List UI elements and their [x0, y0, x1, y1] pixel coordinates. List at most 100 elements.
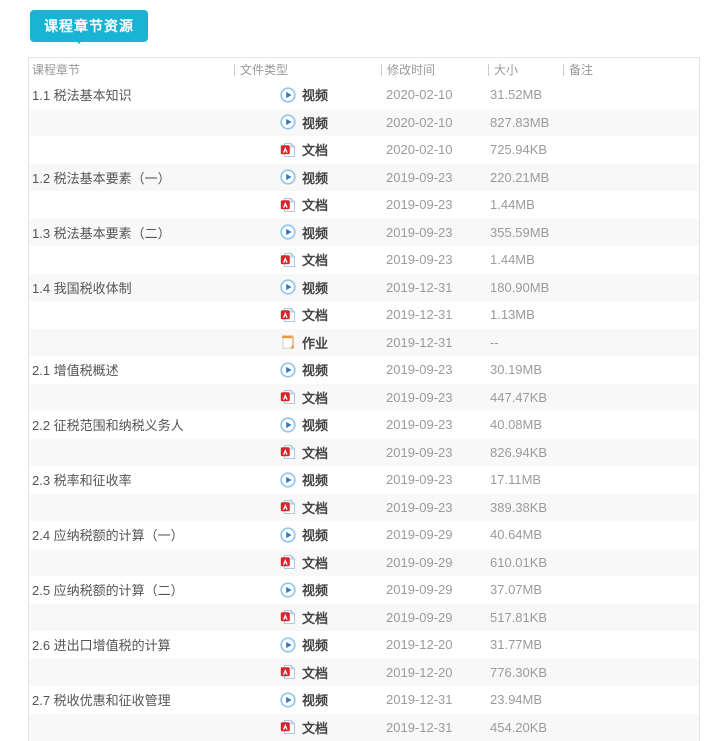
file-type-cell[interactable]: 文档 — [234, 136, 381, 164]
file-type-label: 文档 — [302, 143, 329, 159]
table-row: 2.7 税收优惠和征收管理 视频 2019-12-31 23.94MB — [29, 686, 699, 714]
file-type-cell[interactable]: 文档 — [234, 191, 381, 219]
modified-date-cell: 2019-12-20 — [386, 637, 453, 653]
modified-date-cell: 2019-09-29 — [386, 609, 453, 625]
file-type-cell[interactable]: 文档 — [234, 604, 381, 632]
chapter-cell — [29, 659, 234, 687]
file-size-cell: 827.83MB — [490, 114, 550, 130]
file-type-cell[interactable]: 视频 — [234, 109, 381, 137]
modified-date-cell: 2019-09-29 — [386, 554, 453, 570]
file-type-cell[interactable]: 视频 — [234, 274, 381, 302]
file-type-label: 文档 — [302, 665, 329, 681]
note-cell — [563, 576, 699, 604]
video-play-icon — [280, 169, 296, 185]
table-row: 文档 2019-09-29 610.01KB — [29, 548, 699, 577]
note-cell — [563, 356, 699, 384]
file-type-cell[interactable]: 视频 — [234, 81, 381, 109]
table-row: 文档 2019-09-23 447.47KB — [29, 383, 699, 412]
note-cell — [563, 81, 699, 109]
chapter-title: 2.2 征税范围和纳税义务人 — [32, 418, 184, 434]
file-type-cell[interactable]: 视频 — [234, 576, 381, 604]
file-type-cell[interactable]: 视频 — [234, 356, 381, 384]
column-divider — [381, 63, 382, 76]
file-size-cell: 447.47KB — [490, 389, 548, 405]
file-type-cell[interactable]: 文档 — [234, 549, 381, 577]
file-type-label: 视频 — [302, 280, 329, 296]
modified-date-cell: 2019-12-31 — [386, 279, 453, 295]
modified-date-cell: 2019-09-23 — [386, 252, 453, 268]
file-type-cell[interactable]: 作业 — [234, 329, 381, 357]
file-type-label: 视频 — [302, 170, 329, 186]
video-play-icon — [280, 692, 296, 708]
chapter-title: 2.6 进出口增值税的计算 — [32, 638, 171, 654]
chapter-cell — [29, 714, 234, 741]
table-row: 文档 2019-09-23 1.44MB — [29, 191, 699, 219]
table-row: 2.4 应纳税额的计算（一） 视频 2019-09-29 40.64MB — [29, 521, 699, 549]
file-type-cell[interactable]: 视频 — [234, 466, 381, 494]
file-type-cell[interactable]: 文档 — [234, 714, 381, 741]
chapter-cell: 1.3 税法基本要素（二） — [29, 219, 234, 247]
note-cell — [563, 604, 699, 632]
chapter-cell: 2.1 增值税概述 — [29, 356, 234, 384]
table-row: 2.6 进出口增值税的计算 视频 2019-12-20 31.77MB — [29, 631, 699, 659]
pdf-document-icon — [280, 389, 296, 405]
chapter-title: 2.5 应纳税额的计算（二） — [32, 583, 184, 599]
pdf-document-icon — [280, 499, 296, 515]
note-cell — [563, 549, 699, 577]
note-cell — [563, 164, 699, 192]
modified-date-cell: 2019-12-31 — [386, 692, 453, 708]
chapter-cell — [29, 494, 234, 522]
file-type-cell[interactable]: 视频 — [234, 411, 381, 439]
video-play-icon — [280, 582, 296, 598]
table-row: 1.1 税法基本知识 视频 2020-02-10 31.52MB — [29, 81, 699, 109]
file-size-cell: 454.20KB — [490, 719, 548, 735]
chapter-cell: 1.4 我国税收体制 — [29, 274, 234, 302]
file-size-cell: 610.01KB — [490, 554, 548, 570]
modified-date-cell: 2019-12-31 — [386, 719, 453, 735]
modified-date-cell: 2019-09-23 — [386, 362, 453, 378]
modified-date-cell: 2019-12-31 — [386, 334, 453, 350]
pdf-document-icon — [280, 252, 296, 268]
tab-course-chapter-resources[interactable]: 课程章节资源 — [30, 10, 148, 42]
file-type-cell[interactable]: 文档 — [234, 384, 381, 412]
file-type-cell[interactable]: 视频 — [234, 631, 381, 659]
file-type-cell[interactable]: 文档 — [234, 494, 381, 522]
note-cell — [563, 191, 699, 219]
video-play-icon — [280, 417, 296, 433]
file-type-label: 文档 — [302, 555, 329, 571]
file-type-label: 文档 — [302, 720, 329, 736]
file-size-cell: 37.07MB — [490, 582, 543, 598]
file-type-cell[interactable]: 视频 — [234, 219, 381, 247]
pdf-document-icon — [280, 142, 296, 158]
chapter-cell: 2.7 税收优惠和征收管理 — [29, 686, 234, 714]
table-row: 2.3 税率和征收率 视频 2019-09-23 17.11MB — [29, 466, 699, 494]
file-type-label: 视频 — [302, 225, 329, 241]
file-size-cell: 180.90MB — [490, 279, 550, 295]
table-row: 1.3 税法基本要素（二） 视频 2019-09-23 355.59MB — [29, 218, 699, 247]
file-type-cell[interactable]: 视频 — [234, 521, 381, 549]
chapter-cell — [29, 136, 234, 164]
modified-date-cell: 2020-02-10 — [386, 142, 453, 158]
modified-date-cell: 2019-12-31 — [386, 307, 453, 323]
chapter-cell — [29, 439, 234, 467]
video-play-icon — [280, 279, 296, 295]
modified-date-cell: 2019-09-23 — [386, 499, 453, 515]
file-type-label: 视频 — [302, 693, 329, 709]
file-type-cell[interactable]: 视频 — [234, 686, 381, 714]
file-type-cell[interactable]: 文档 — [234, 301, 381, 329]
file-size-cell: 389.38KB — [490, 499, 548, 515]
modified-date-cell: 2019-12-20 — [386, 664, 453, 680]
file-type-cell[interactable]: 文档 — [234, 439, 381, 467]
chapter-cell — [29, 109, 234, 137]
file-type-label: 文档 — [302, 198, 329, 214]
file-type-label: 视频 — [302, 638, 329, 654]
column-divider — [488, 63, 489, 76]
file-type-label: 视频 — [302, 363, 329, 379]
modified-date-cell: 2019-09-29 — [386, 582, 453, 598]
note-cell — [563, 494, 699, 522]
file-type-cell[interactable]: 文档 — [234, 246, 381, 274]
chapter-cell: 1.2 税法基本要素（一） — [29, 164, 234, 192]
note-cell — [563, 686, 699, 714]
file-type-cell[interactable]: 文档 — [234, 659, 381, 687]
file-type-cell[interactable]: 视频 — [234, 164, 381, 192]
